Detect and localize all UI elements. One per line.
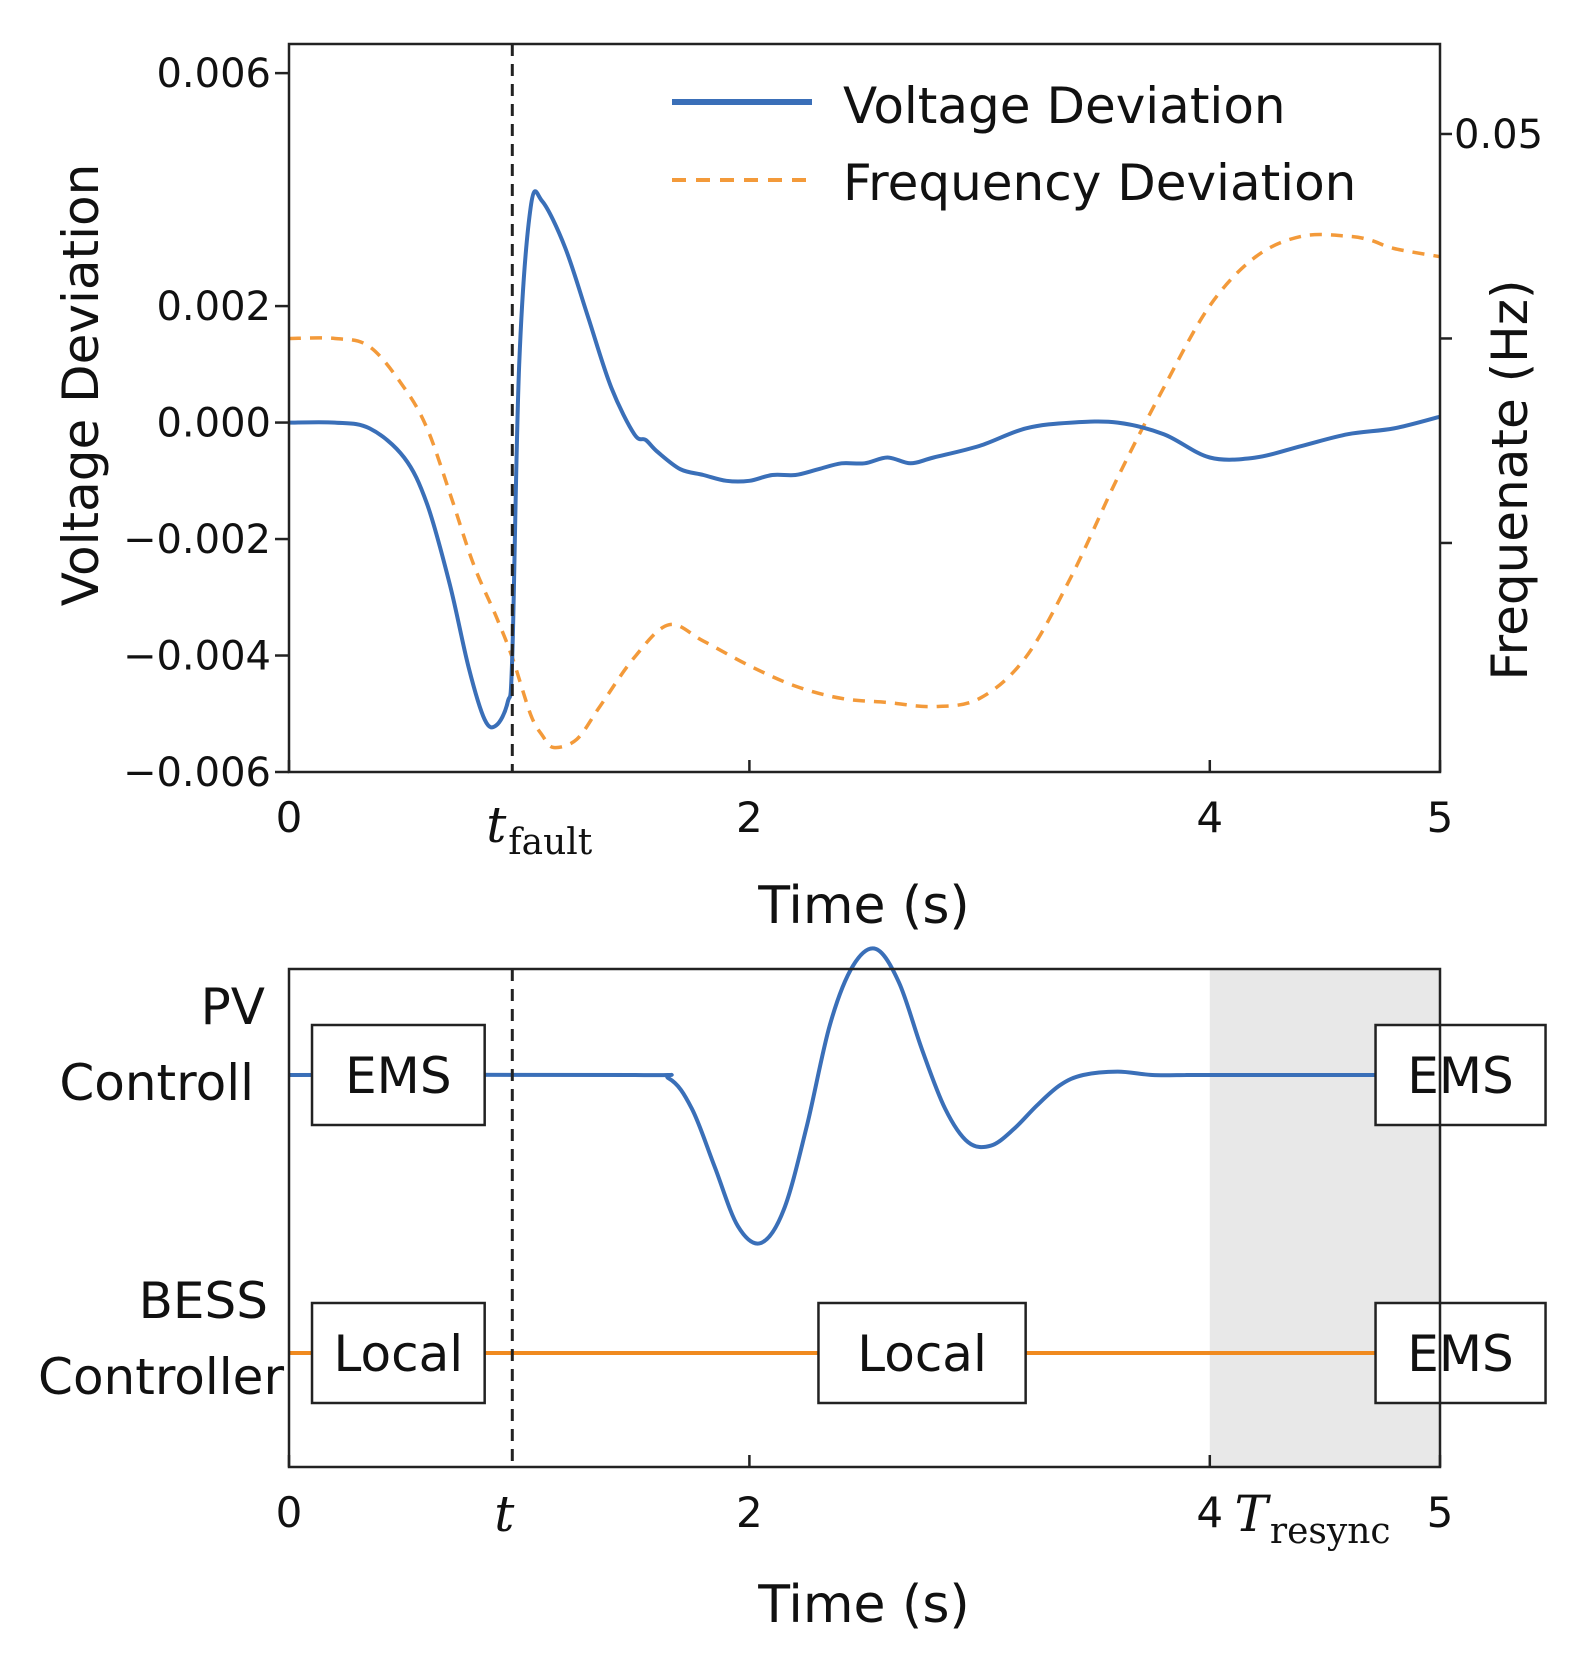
top-x-tick-label: 2 xyxy=(736,793,763,842)
mode-boxes: EMS EMS Local Local EMS xyxy=(310,1023,1547,1405)
top-y-tick-label: −0.002 xyxy=(123,517,271,563)
resync-label-main: T xyxy=(1235,1485,1272,1543)
bess-mode-box xyxy=(1374,1301,1547,1405)
voltage-deviation-line xyxy=(288,189,1441,730)
pv-controller-trace xyxy=(288,946,1440,1246)
top-series-lines xyxy=(288,189,1441,750)
pv-mode-box xyxy=(1374,1023,1547,1127)
pv-mode-box xyxy=(310,1023,486,1127)
fault-time-label-bottom: t xyxy=(494,1485,515,1543)
legend-frequency-label: Frequency Deviation xyxy=(843,154,1356,212)
bess-row-label-line1: BESS xyxy=(139,1272,268,1330)
top-y-tick-label: 0.000 xyxy=(156,401,271,447)
top-y-ticks: 0.006 0.002 0.000 −0.002 −0.004 −0.006 xyxy=(123,51,289,796)
top-y-right-tick-label: 0.05 xyxy=(1454,112,1543,158)
top-x-tick-label: 0 xyxy=(276,793,303,842)
top-chart-panel: Voltage Deviation Frequenate (Hz) 0.0060… xyxy=(52,42,1543,936)
resync-time-label: T resync xyxy=(1235,1485,1391,1552)
pv-row-label-line2: Controll xyxy=(59,1054,254,1112)
top-y-right-ticks: 0.05 xyxy=(1440,112,1543,545)
frequency-deviation-line xyxy=(288,232,1441,750)
legend-voltage-label: Voltage Deviation xyxy=(843,77,1286,135)
bottom-x-ticks: 0 2 4 5 xyxy=(276,1455,1454,1537)
bottom-x-tick-label: 0 xyxy=(276,1488,303,1537)
bess-mode-box xyxy=(817,1301,1027,1405)
bess-mode-box-label: EMS xyxy=(1407,1325,1513,1383)
top-x-tick-label: 5 xyxy=(1427,793,1454,842)
pv-row-label-line1: PV xyxy=(201,978,265,1036)
bottom-plot-frame xyxy=(287,967,1442,1469)
top-y-tick-label: −0.004 xyxy=(123,634,271,680)
top-y-axis-label-text: Voltage Deviation xyxy=(52,164,110,607)
resync-label-sub: resync xyxy=(1270,1511,1391,1552)
fault-time-label: t fault xyxy=(486,796,593,863)
bottom-x-tick-label: 4 xyxy=(1196,1488,1223,1537)
bottom-x-tick-label: 5 xyxy=(1427,1488,1454,1537)
pv-mode-box-label: EMS xyxy=(1407,1047,1513,1105)
top-y-axis-right-label-text: Frequenate (Hz) xyxy=(1481,280,1539,681)
top-y-axis-label-left: Voltage Deviation xyxy=(52,164,110,607)
top-y-tick-label: −0.006 xyxy=(123,750,271,796)
legend: Voltage Deviation Frequency Deviation xyxy=(672,77,1356,212)
top-x-tick-label: 4 xyxy=(1196,793,1223,842)
top-plot-frame xyxy=(287,42,1442,774)
bottom-chart-panel: EMS EMS Local Local EMS 0 2 4 5 t T resync PV C… xyxy=(38,946,1547,1635)
bess-row-label-line2: Controller xyxy=(38,1348,284,1406)
controller-row-labels: PV Controll BESS Controller xyxy=(38,978,284,1406)
fault-time-label-main: t xyxy=(486,796,507,854)
top-y-tick-label: 0.002 xyxy=(156,284,271,330)
top-y-tick-label: 0.006 xyxy=(156,51,271,97)
bess-mode-box xyxy=(310,1301,486,1405)
pv-mode-box-label: EMS xyxy=(345,1047,451,1105)
top-x-axis-label: Time (s) xyxy=(757,876,969,936)
bess-mode-box-label: Local xyxy=(334,1325,464,1383)
bottom-x-tick-label: 2 xyxy=(736,1488,763,1537)
bess-mode-box-label: Local xyxy=(857,1325,987,1383)
fault-time-label-sub: fault xyxy=(508,822,592,863)
bottom-x-axis-label: Time (s) xyxy=(757,1575,969,1635)
top-y-axis-label-right: Frequenate (Hz) xyxy=(1481,280,1539,681)
